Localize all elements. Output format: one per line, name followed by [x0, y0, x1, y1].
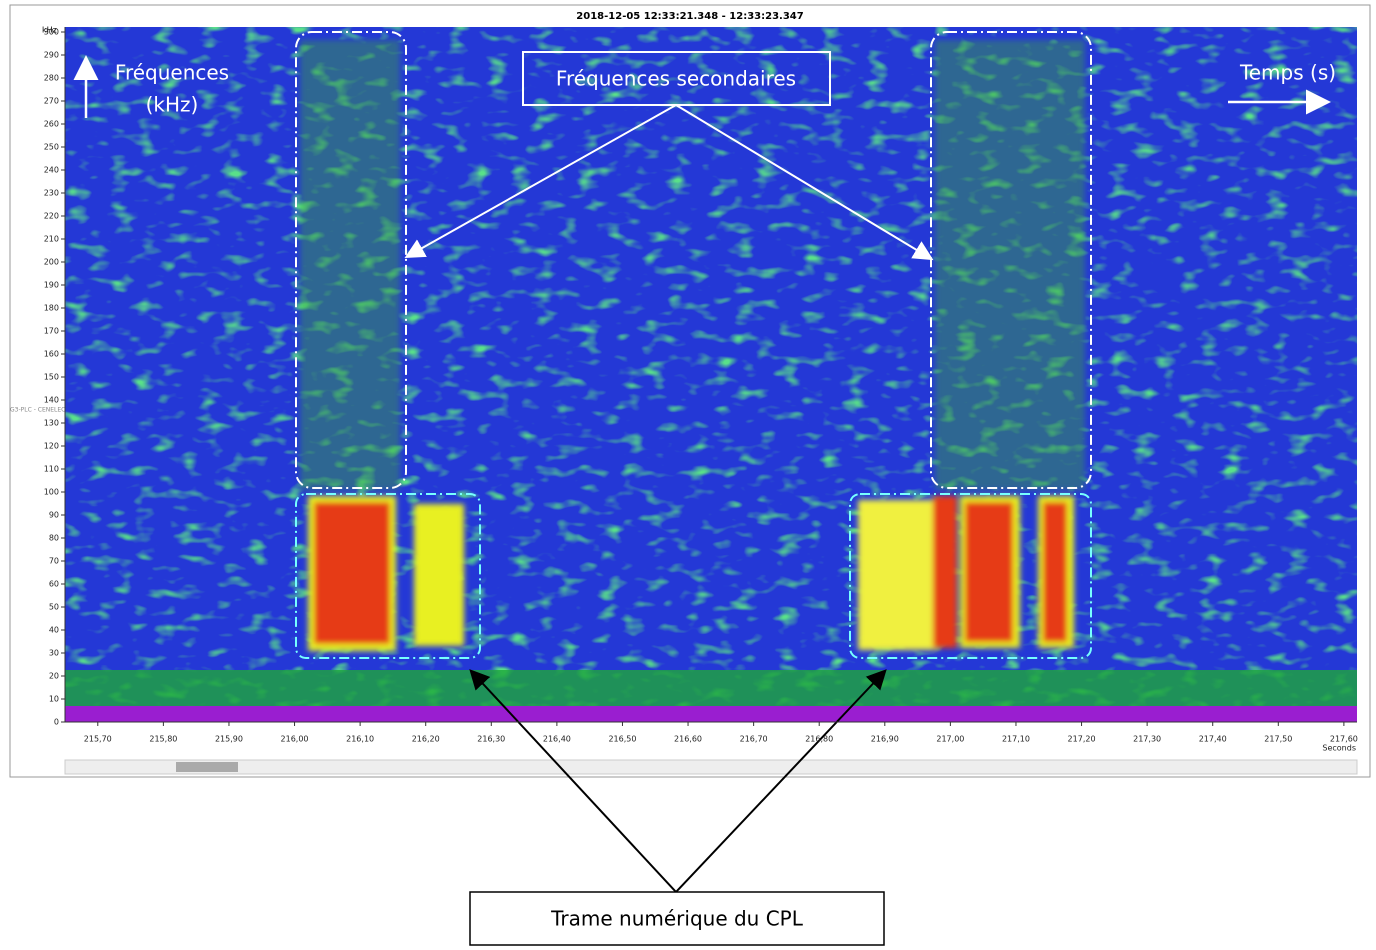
x-tick-label: 216,90	[871, 735, 899, 744]
x-tick-label: 217,60	[1330, 735, 1358, 744]
x-tick-label: 217,50	[1264, 735, 1292, 744]
y-tick-label: 60	[49, 580, 59, 589]
scrollbar[interactable]	[64, 759, 1358, 775]
x-tick-label: 217,20	[1068, 735, 1096, 744]
y-tick-label: 220	[44, 212, 59, 221]
chart-title: 2018-12-05 12:33:21.348 - 12:33:23.347	[576, 11, 803, 22]
y-tick-label: 280	[44, 74, 59, 83]
secondary-label: Fréquences secondaires	[556, 67, 796, 91]
x-tick-label: 216,10	[346, 735, 374, 744]
arrow	[404, 104, 677, 258]
y-tick-label: 110	[44, 465, 59, 474]
freq-label: Fréquences	[115, 61, 229, 85]
y-tick-label: 130	[44, 419, 59, 428]
frame-label: Trame numérique du CPL	[550, 907, 804, 931]
x-tick-label: 216,70	[740, 735, 768, 744]
arrow	[469, 669, 677, 893]
arrow	[675, 669, 887, 893]
y-tick-label: 200	[44, 258, 59, 267]
x-tick-label: 215,80	[149, 735, 177, 744]
frame-box	[469, 891, 885, 946]
y-tick-label: 190	[44, 281, 59, 290]
x-tick-label: 215,70	[84, 735, 112, 744]
y-tick-label: 50	[49, 603, 59, 612]
x-tick-label: 215,90	[215, 735, 243, 744]
arrow	[675, 104, 934, 261]
y-tick-label: 210	[44, 235, 59, 244]
y-tick-label: 300	[44, 28, 59, 37]
x-tick-label: 217,00	[936, 735, 964, 744]
x-tick-label: 217,30	[1133, 735, 1161, 744]
y-tick-label: 70	[49, 557, 59, 566]
y-tick-label: 170	[44, 327, 59, 336]
y-tick-label: 160	[44, 350, 59, 359]
axes: 0 10 20 30 40 50 60 70 80 90 100 110 120 130 140 150 160…	[44, 27, 1358, 744]
x-tick-label: 217,40	[1199, 735, 1227, 744]
y-tick-label: 270	[44, 97, 59, 106]
y-tick-label: 240	[44, 166, 59, 175]
y-tick-label: 260	[44, 120, 59, 129]
y-tick-label: 290	[44, 51, 59, 60]
y-tick-label: 120	[44, 442, 59, 451]
scroll-thumb[interactable]	[176, 762, 238, 772]
x-tick-label: 216,00	[281, 735, 309, 744]
x-tick-label: 216,80	[805, 735, 833, 744]
x-tick-label: 216,40	[543, 735, 571, 744]
x-tick-label: 216,20	[412, 735, 440, 744]
y-tick-label: 90	[49, 511, 59, 520]
y-tick-label: 100	[44, 488, 59, 497]
y-tick-label: 230	[44, 189, 59, 198]
time-label: Temps (s)	[1239, 61, 1336, 85]
y-tick-label: 180	[44, 304, 59, 313]
x-tick-label: 216,60	[674, 735, 702, 744]
y-tick-label: 20	[49, 672, 59, 681]
y-tick-label: 140	[44, 396, 59, 405]
x-tick-label: 216,30	[477, 735, 505, 744]
y-tick-label: 40	[49, 626, 59, 635]
y-tick-label: 0	[54, 718, 59, 727]
y-unit: kHz	[42, 26, 57, 35]
side-label: G3-PLC - CENELEC	[10, 407, 65, 414]
y-tick-label: 80	[49, 534, 59, 543]
y-tick-label: 150	[44, 373, 59, 382]
y-tick-label: 250	[44, 143, 59, 152]
y-tick-label: 30	[49, 649, 59, 658]
x-tick-label: 217,10	[1002, 735, 1030, 744]
spectrogram	[65, 27, 1357, 722]
x-tick-label: 216,50	[608, 735, 636, 744]
x-unit: Seconds	[1322, 744, 1356, 753]
freq-unit: (kHz)	[146, 93, 199, 117]
y-tick-label: 10	[49, 695, 59, 704]
